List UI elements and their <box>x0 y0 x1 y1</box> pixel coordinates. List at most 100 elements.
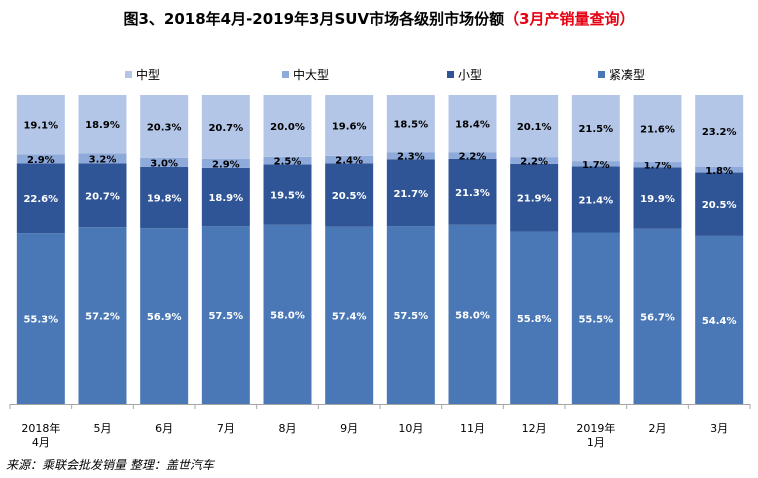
x-tick-label: 2月 <box>649 422 667 435</box>
x-tick-label: 2018年 <box>21 421 60 435</box>
data-label: 56.9% <box>147 312 182 323</box>
bar-segment <box>325 163 374 227</box>
data-label: 19.8% <box>147 194 182 205</box>
bar-segment <box>386 159 435 227</box>
data-label: 19.6% <box>332 121 367 132</box>
data-label: 57.5% <box>208 311 243 322</box>
source-note: 来源：乘联会批发销量 整理：盖世汽车 <box>6 458 214 472</box>
x-tick-label: 11月 <box>460 422 485 435</box>
bar-segment <box>78 227 127 404</box>
bar-segment <box>633 95 682 163</box>
x-tick-label: 4月 <box>32 436 50 449</box>
bar-segment <box>263 224 312 404</box>
data-label: 18.9% <box>208 193 243 204</box>
bar-segment <box>78 95 127 154</box>
data-label: 21.9% <box>517 194 552 205</box>
data-label: 1.8% <box>705 166 733 177</box>
data-label: 21.7% <box>393 189 428 200</box>
bar-segment <box>16 154 65 164</box>
data-label: 20.3% <box>147 122 182 133</box>
bar-segment <box>386 95 435 153</box>
bar-segment <box>448 224 497 404</box>
data-label: 20.7% <box>208 123 243 134</box>
data-label: 2.5% <box>274 157 302 168</box>
data-label: 19.1% <box>23 121 58 132</box>
bar-segment <box>695 166 744 173</box>
bar-segment <box>78 163 127 228</box>
bar-segment <box>140 228 189 404</box>
chart-title-highlight: （3月产销量查询） <box>504 10 635 28</box>
legend-label: 中型 <box>136 67 160 82</box>
data-label: 58.0% <box>270 310 305 321</box>
data-label: 19.9% <box>640 194 675 205</box>
data-label: 20.1% <box>517 122 552 133</box>
data-label: 57.2% <box>85 312 120 323</box>
bar-segment <box>78 153 127 164</box>
bar-segment <box>448 95 497 153</box>
bar-segment <box>695 235 744 404</box>
data-label: 19.5% <box>270 191 305 202</box>
bar-segment <box>571 166 620 233</box>
bar-segment <box>140 157 189 167</box>
data-label: 2.2% <box>459 152 487 163</box>
data-label: 21.4% <box>578 195 613 206</box>
bar-segment <box>695 172 744 236</box>
legend-label: 中大型 <box>293 67 329 82</box>
legend-swatch <box>282 71 289 78</box>
x-tick-label: 2019年 <box>576 421 615 435</box>
bar-segment <box>263 156 312 165</box>
bar-segment <box>510 163 559 232</box>
x-tick-label: 5月 <box>94 422 112 435</box>
data-label: 58.0% <box>455 310 490 321</box>
data-label: 1.7% <box>582 160 610 171</box>
bar-segment <box>201 167 250 227</box>
bar-segment <box>510 157 559 164</box>
data-label: 21.5% <box>578 124 613 135</box>
bar-segment <box>386 152 435 160</box>
data-label: 2.4% <box>335 156 363 167</box>
bar-segment <box>201 158 250 168</box>
data-label: 18.5% <box>393 120 428 131</box>
bar-segment <box>510 95 559 158</box>
bar-segment <box>140 166 189 229</box>
data-label: 55.5% <box>578 314 613 325</box>
data-label: 2.9% <box>212 159 240 170</box>
x-tick-label: 8月 <box>279 422 297 435</box>
chart-title-main: 图3、2018年4月-2019年3月SUV市场各级别市场份额 <box>123 10 505 28</box>
legend-swatch <box>125 71 132 78</box>
data-label: 57.5% <box>393 311 428 322</box>
data-label: 55.3% <box>23 315 58 326</box>
legend-swatch <box>447 71 454 78</box>
data-label: 1.7% <box>644 161 672 172</box>
data-label: 18.9% <box>85 120 120 131</box>
bar-segment <box>201 226 250 404</box>
x-tick-label: 3月 <box>710 422 728 435</box>
legend-label: 小型 <box>458 68 482 82</box>
bar-segment <box>201 95 250 159</box>
data-label: 3.0% <box>150 158 178 169</box>
data-label: 20.7% <box>85 191 120 202</box>
bar-segment <box>633 228 682 404</box>
bar-segment <box>263 164 312 225</box>
data-label: 54.4% <box>702 316 737 327</box>
bar-segment <box>16 233 65 404</box>
bar-segment <box>325 95 374 156</box>
bar-segment <box>16 163 65 234</box>
data-label: 18.4% <box>455 120 490 131</box>
bar-segment <box>448 152 497 159</box>
bar-segment <box>633 167 682 229</box>
bar-segment <box>510 231 559 404</box>
legend-swatch <box>598 71 605 78</box>
data-label: 23.2% <box>702 127 737 138</box>
chart-title: 图3、2018年4月-2019年3月SUV市场各级别市场份额（3月产销量查询） <box>0 8 758 29</box>
data-label: 56.7% <box>640 312 675 323</box>
data-label: 21.6% <box>640 125 675 136</box>
bar-segment <box>448 158 497 225</box>
data-label: 20.0% <box>270 122 305 133</box>
data-label: 3.2% <box>89 154 117 165</box>
data-label: 2.9% <box>27 155 55 166</box>
legend-label: 紧凑型 <box>609 68 645 82</box>
bar-segment <box>571 161 620 167</box>
bar-segment <box>16 95 65 155</box>
